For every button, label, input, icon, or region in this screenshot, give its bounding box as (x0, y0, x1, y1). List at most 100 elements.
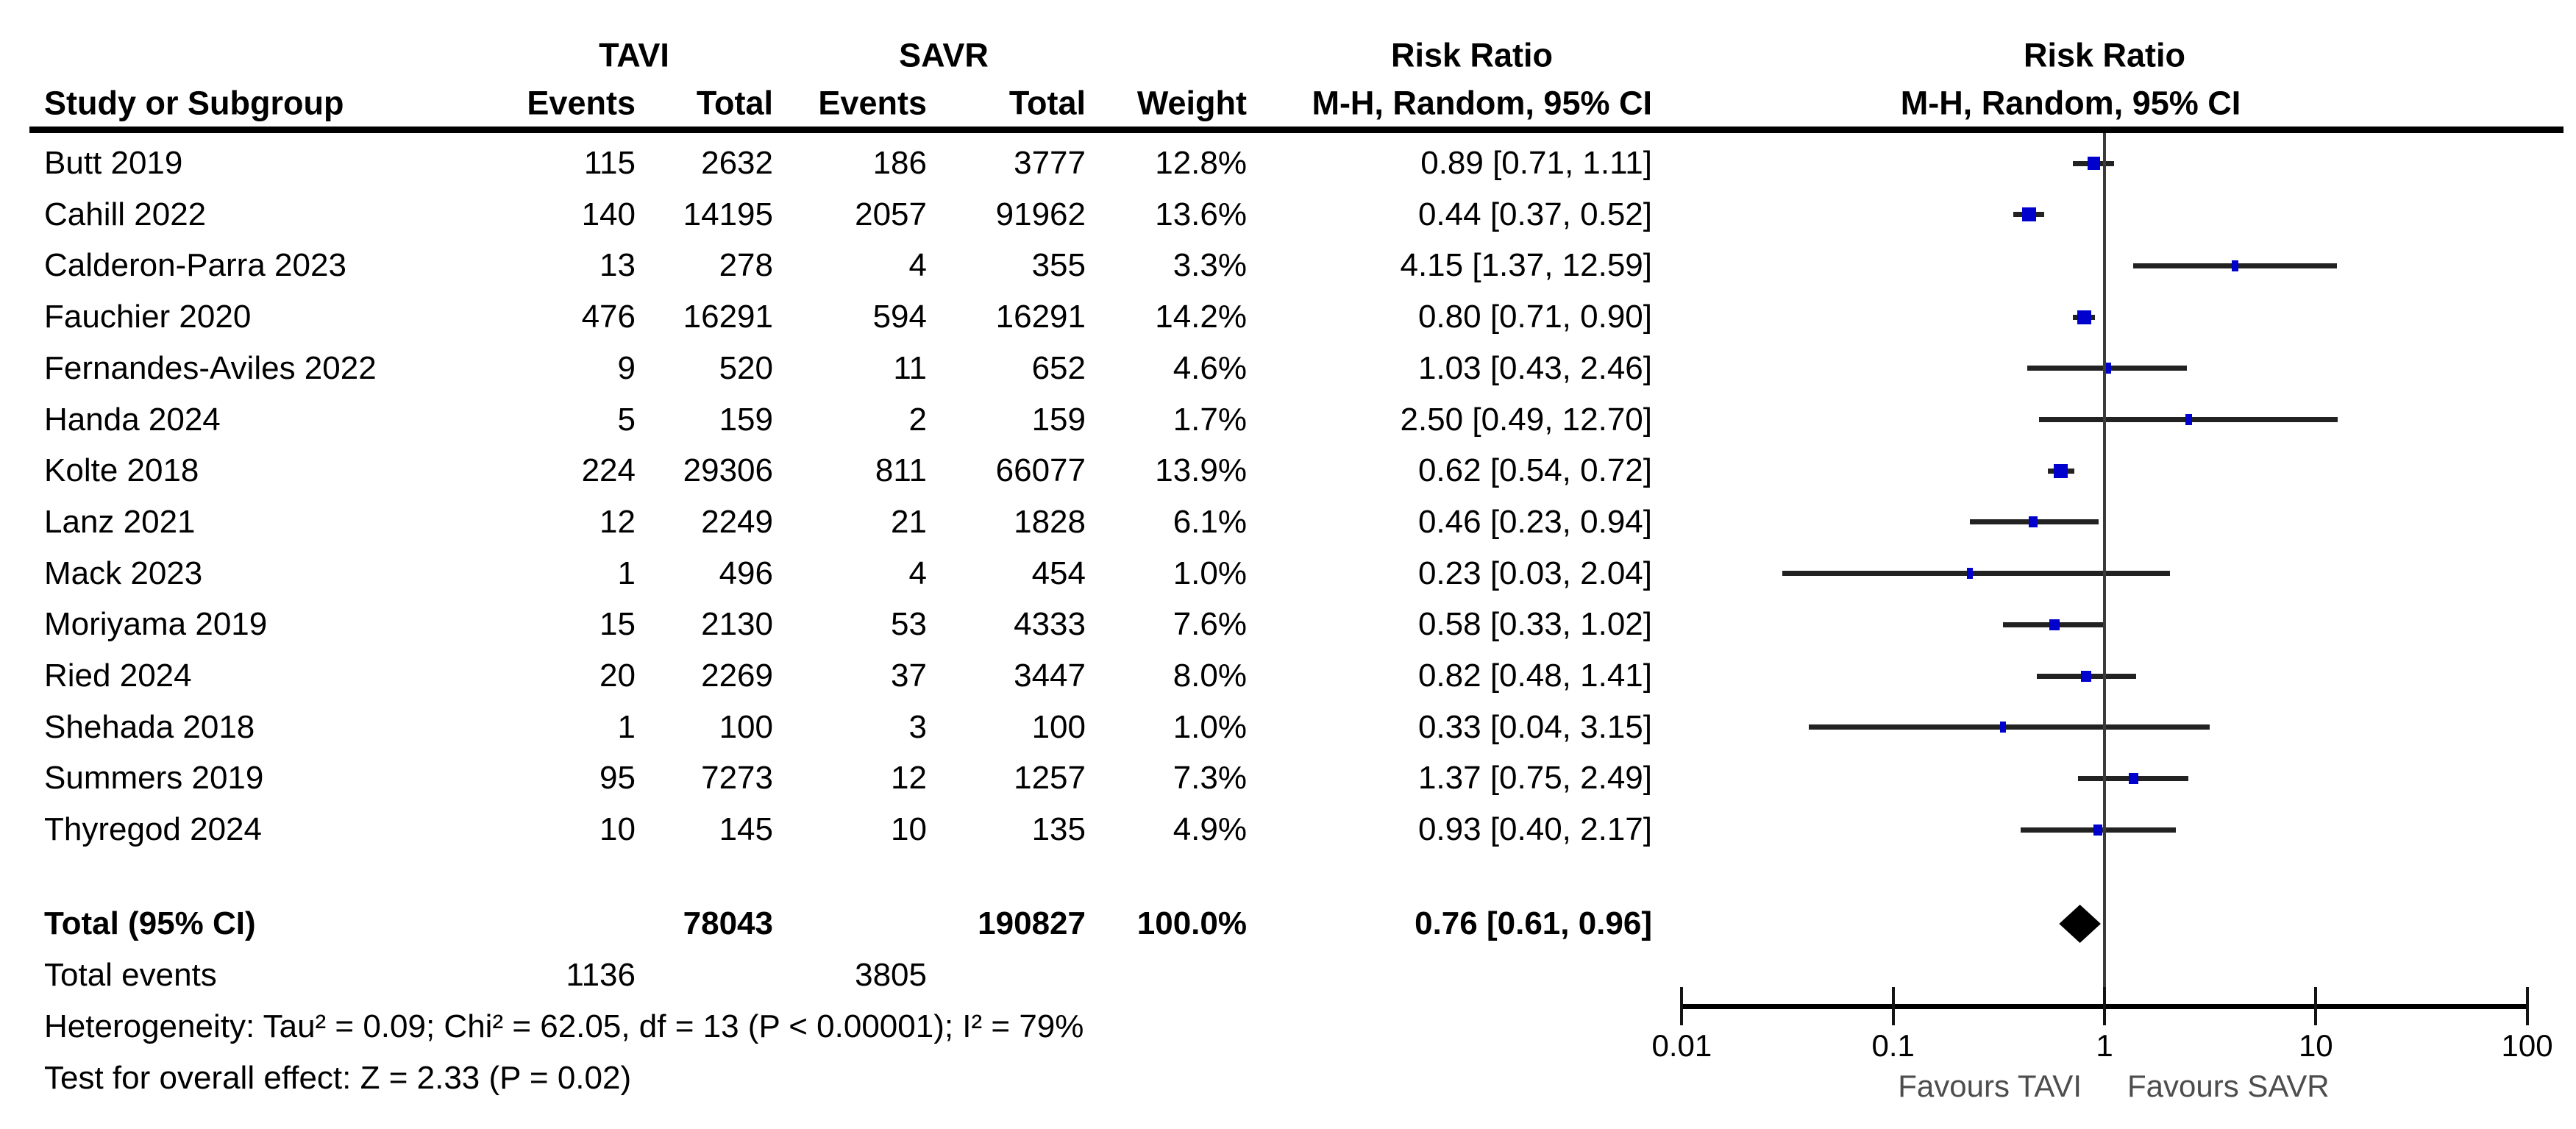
cell-weight: 7.3% (1173, 760, 1247, 797)
cell-ci-text: 0.82 [0.48, 1.41] (1417, 658, 1652, 694)
cell-weight: 1.7% (1173, 401, 1247, 438)
cell-savr-events: 2 (908, 401, 927, 438)
effect-marker (2077, 310, 2091, 324)
cell-savr-total: 159 (1031, 401, 1086, 438)
cell-tavi-events: 95 (599, 760, 636, 797)
axis-tick-label: 100 (2501, 1028, 2553, 1063)
effect-marker (2128, 772, 2138, 784)
study-name: Cahill 2022 (44, 196, 207, 232)
col-header-events-tavi: Events (527, 84, 636, 122)
cell-tavi-total: 278 (719, 247, 773, 284)
cell-tavi-total: 14195 (683, 196, 773, 232)
cell-savr-total: 3777 (1014, 145, 1086, 181)
cell-ci-text: 0.44 [0.37, 0.52] (1417, 196, 1652, 232)
study-name: Calderon-Parra 2023 (44, 247, 346, 284)
cell-tavi-events: 13 (599, 247, 636, 284)
cell-ci-text: 1.37 [0.75, 2.49] (1417, 760, 1652, 797)
cell-weight: 4.6% (1173, 349, 1247, 386)
cell-ci-text: 0.89 [0.71, 1.11] (1420, 145, 1652, 181)
cell-weight: 4.9% (1173, 811, 1247, 848)
study-name: Ried 2024 (44, 658, 192, 694)
cell-tavi-events: 5 (617, 401, 636, 438)
favours-savr-label: Favours SAVR (2127, 1069, 2330, 1103)
total-savr-n: 190827 (978, 905, 1086, 941)
cell-tavi-total: 159 (719, 401, 773, 438)
col-header-total-tavi: Total (696, 84, 773, 122)
study-name: Kolte 2018 (44, 452, 199, 489)
cell-weight: 7.6% (1173, 606, 1247, 643)
cell-weight: 12.8% (1155, 145, 1247, 181)
axis-tick-label: 0.1 (1871, 1028, 1915, 1063)
effect-marker (2081, 670, 2092, 682)
total-tavi-n: 78043 (683, 905, 773, 941)
study-name: Fauchier 2020 (44, 299, 252, 335)
cell-savr-events: 37 (891, 658, 927, 694)
study-name: Mack 2023 (44, 555, 203, 591)
group-header-savr: SAVR (899, 36, 989, 74)
cell-ci-text: 0.62 [0.54, 0.72] (1417, 452, 1652, 489)
col-header-total-savr: Total (1008, 84, 1086, 122)
cell-tavi-events: 224 (581, 452, 636, 489)
cell-weight: 1.0% (1173, 708, 1247, 745)
cell-tavi-total: 7273 (701, 760, 773, 797)
cell-weight: 8.0% (1173, 658, 1247, 694)
cell-savr-total: 135 (1031, 811, 1086, 848)
effect-marker (2231, 260, 2239, 271)
cell-tavi-events: 140 (581, 196, 636, 232)
risk-ratio-header-table: Risk Ratio (1390, 36, 1554, 74)
study-name: Shehada 2018 (44, 708, 255, 745)
effect-marker (2185, 414, 2192, 425)
cell-tavi-total: 2632 (701, 145, 773, 181)
cell-tavi-events: 12 (599, 503, 636, 540)
cell-savr-events: 811 (875, 452, 927, 489)
col-header-events-savr: Events (818, 84, 927, 122)
cell-tavi-events: 115 (583, 145, 636, 181)
cell-weight: 3.3% (1173, 247, 1247, 284)
cell-savr-events: 11 (893, 349, 927, 386)
group-header-tavi: TAVI (599, 36, 669, 74)
total-weight: 100.0% (1136, 905, 1247, 941)
cell-tavi-total: 496 (719, 555, 773, 591)
total-label: Total (95% CI) (44, 905, 256, 941)
axis-tick-label: 1 (2096, 1028, 2113, 1063)
study-name: Thyregod 2024 (44, 811, 262, 848)
cell-ci-text: 0.58 [0.33, 1.02] (1417, 606, 1652, 643)
cell-ci-text: 0.33 [0.04, 3.15] (1417, 708, 1652, 745)
line-of-no-effect (2103, 133, 2106, 1004)
cell-ci-text: 0.80 [0.71, 0.90] (1417, 299, 1652, 335)
effect-marker (2103, 363, 2112, 374)
study-name: Lanz 2021 (44, 503, 196, 540)
study-name: Butt 2019 (44, 145, 183, 181)
cell-savr-total: 3447 (1014, 658, 1086, 694)
cell-tavi-total: 520 (719, 349, 773, 386)
cell-tavi-events: 15 (599, 606, 636, 643)
cell-savr-total: 355 (1031, 247, 1086, 284)
cell-savr-events: 53 (891, 606, 927, 643)
cell-savr-total: 4333 (1014, 606, 1086, 643)
pooled-diamond (2059, 905, 2101, 943)
col-header-method-plot: M-H, Random, 95% CI (1900, 84, 2241, 122)
cell-tavi-total: 29306 (683, 452, 773, 489)
cell-weight: 1.0% (1173, 555, 1247, 591)
study-name: Handa 2024 (44, 401, 221, 438)
cell-tavi-total: 16291 (683, 299, 773, 335)
cell-savr-total: 652 (1031, 349, 1086, 386)
effect-marker (1999, 722, 2006, 733)
axis-tick-label: 0.01 (1651, 1028, 1712, 1063)
cell-ci-text: 1.03 [0.43, 2.46] (1417, 349, 1652, 386)
effect-marker (2049, 619, 2060, 630)
cell-weight: 14.2% (1155, 299, 1247, 335)
cell-tavi-events: 10 (599, 811, 636, 848)
effect-marker (2053, 463, 2068, 478)
effect-marker (1966, 568, 1973, 580)
cell-savr-events: 21 (891, 503, 927, 540)
cell-savr-events: 2057 (855, 196, 927, 232)
total-events-savr: 3805 (855, 957, 927, 993)
cell-savr-events: 10 (891, 811, 927, 848)
effect-marker (2087, 157, 2101, 170)
cell-ci-text: 0.93 [0.40, 2.17] (1417, 811, 1652, 848)
col-header-weight: Weight (1136, 84, 1247, 122)
effect-marker (2029, 516, 2038, 528)
cell-savr-events: 594 (872, 299, 927, 335)
